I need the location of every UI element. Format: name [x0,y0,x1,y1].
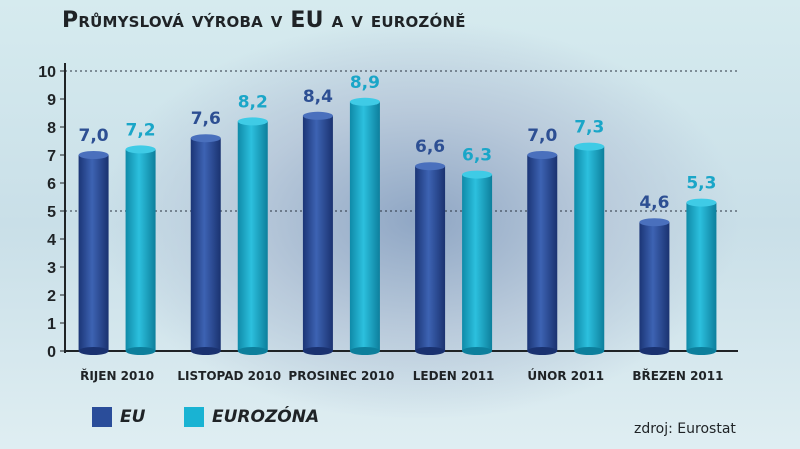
legend-item-eurozona: EUROZÓNA [184,407,319,427]
bar-base [415,347,446,355]
bar-cap [349,97,380,106]
legend-label-eurozona: EUROZÓNA [212,407,320,427]
bar-eurozona [462,174,493,351]
y-tick-label: 9 [47,92,56,109]
x-tick-label: ŘIJEN 2010 [80,368,154,383]
y-tick-label: 5 [47,204,56,221]
legend-item-eu: EU [92,407,145,427]
data-label: 7,0 [79,126,109,146]
data-label: 7,0 [527,126,557,146]
legend-label-eu: EU [120,407,146,427]
bar-base [574,347,605,355]
bar-base [349,347,380,355]
bar-eurozona [237,121,268,352]
data-label: 8,9 [350,73,380,93]
bar-cap [527,151,558,159]
y-tick-label: 2 [47,288,56,305]
bar-eu [527,155,558,351]
x-tick-label: LISTOPAD 2010 [177,369,281,383]
bar-cap [237,117,268,126]
bar-eu [415,166,446,351]
bar-eu [78,155,109,351]
data-label: 5,3 [686,174,716,194]
y-tick-label: 4 [47,232,56,249]
data-label: 8,4 [303,87,333,107]
x-tick-label: ÚNOR 2011 [527,368,604,383]
x-tick-label: BŘEZEN 2011 [632,368,723,383]
y-tick-label: 7 [47,148,56,165]
bar-cap [686,198,717,207]
chart-title: Průmyslová výroba v EU a v eurozóně [62,8,466,33]
bar-cap [462,170,493,179]
bar-cap [78,151,109,159]
bar-base [237,347,268,355]
bar-base [462,347,493,355]
y-tick-label: 0 [47,344,56,361]
data-label: 8,2 [238,92,268,112]
data-label: 7,2 [126,120,156,140]
y-tick-label: 3 [47,260,56,277]
bar-base [302,347,333,355]
bar-eu [190,138,221,351]
y-tick-label: 10 [38,64,56,81]
x-tick-label: PROSINEC 2010 [288,369,394,383]
bar-eurozona [574,146,605,351]
bar-eu [639,222,670,351]
bar-cap [190,134,221,143]
legend-swatch-eu [92,407,112,427]
bar-base [686,347,717,355]
data-label: 4,6 [639,193,669,213]
y-tick-label: 6 [47,176,56,193]
bar-cap [302,111,333,120]
bar-eurozona [349,101,380,351]
data-label: 6,3 [462,146,492,166]
bar-cap [125,145,156,154]
data-label: 7,3 [574,118,604,138]
data-label: 7,6 [191,109,221,129]
bar-eu [302,115,333,351]
legend-swatch-eurozona [184,407,204,427]
bar-cap [574,142,605,151]
bar-base [78,347,109,355]
bar-base [527,347,558,355]
bar-base [639,347,670,355]
y-tick-label: 1 [47,316,56,333]
bar-base [190,347,221,355]
bar-cap [415,162,446,171]
source-note: zdroj: Eurostat [634,421,736,437]
bar-eurozona [686,202,717,351]
bar-eurozona [125,149,156,351]
bar-base [125,347,156,355]
y-tick-label: 8 [47,120,56,137]
data-label: 6,6 [415,137,445,157]
x-tick-label: LEDEN 2011 [413,369,495,383]
bar-cap [639,218,670,227]
